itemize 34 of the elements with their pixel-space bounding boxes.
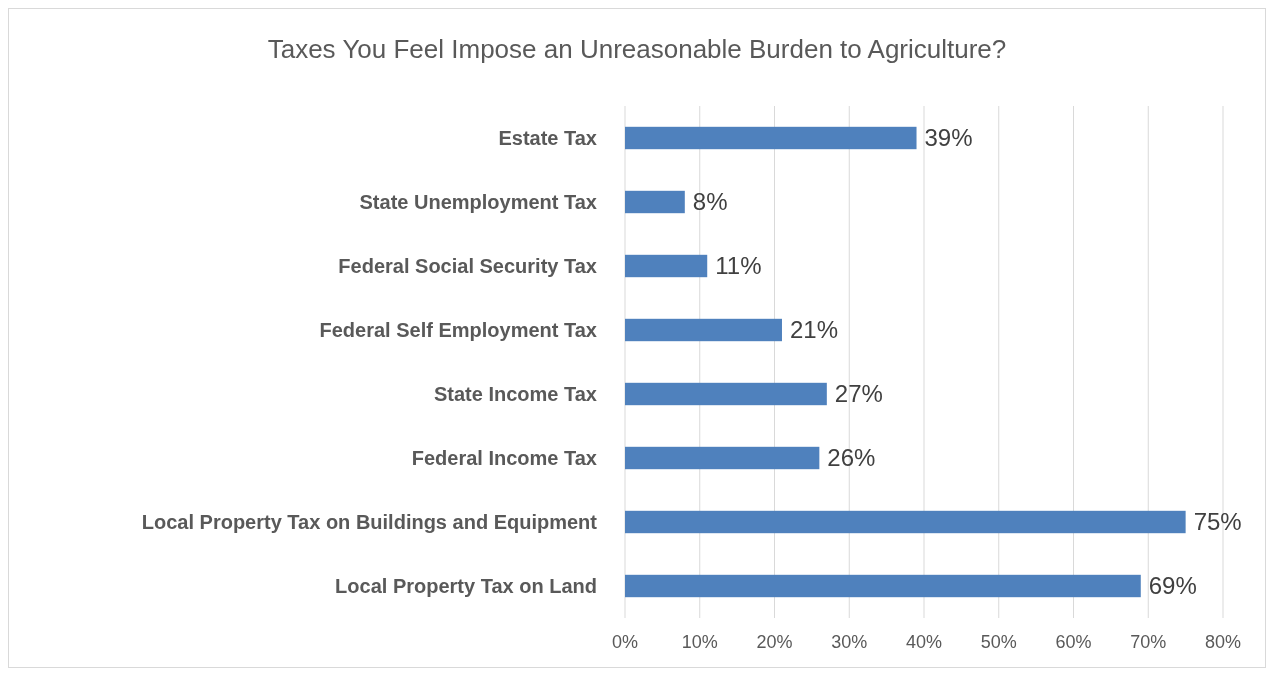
x-tick-label: 40% [905, 632, 943, 652]
data-label: 75% [1193, 508, 1242, 536]
data-label: 27% [834, 380, 883, 408]
bar [625, 126, 917, 150]
x-tick-label: 10% [681, 632, 718, 652]
data-label: 69% [1148, 572, 1197, 600]
x-tick-label: 30% [831, 632, 868, 652]
y-tick-label: State Income Tax [433, 383, 597, 405]
data-label: 26% [827, 444, 876, 472]
bar [625, 318, 782, 342]
data-label: 39% [924, 124, 973, 152]
bar [625, 446, 820, 470]
y-tick-label: Local Property Tax on Buildings and Equipment [141, 511, 598, 533]
chart-title: Taxes You Feel Impose an Unreasonable Burden to Agriculture? [267, 34, 1007, 64]
x-tick-label: 50% [980, 632, 1017, 652]
y-tick-label: Local Property Tax on Land [335, 575, 597, 597]
x-tick-label: 60% [1055, 632, 1092, 652]
x-tick-label: 80% [1204, 632, 1242, 652]
y-tick-label: State Unemployment Tax [359, 191, 597, 213]
data-label: 8% [692, 188, 728, 216]
bar [625, 574, 1141, 598]
bar [625, 510, 1186, 534]
x-tick-label: 70% [1130, 632, 1167, 652]
x-tick-label: 0% [611, 632, 639, 652]
y-tick-label: Federal Income Tax [411, 447, 597, 469]
data-label: 21% [789, 316, 839, 344]
x-tick-label: 20% [756, 632, 793, 652]
y-tick-label: Estate Tax [498, 127, 597, 149]
data-label: 11% [715, 252, 762, 280]
bar [625, 190, 685, 214]
y-tick-label: Federal Social Security Tax [338, 255, 597, 277]
y-tick-label: Federal Self Employment Tax [319, 319, 597, 341]
bar [625, 254, 708, 278]
bar [625, 382, 827, 406]
